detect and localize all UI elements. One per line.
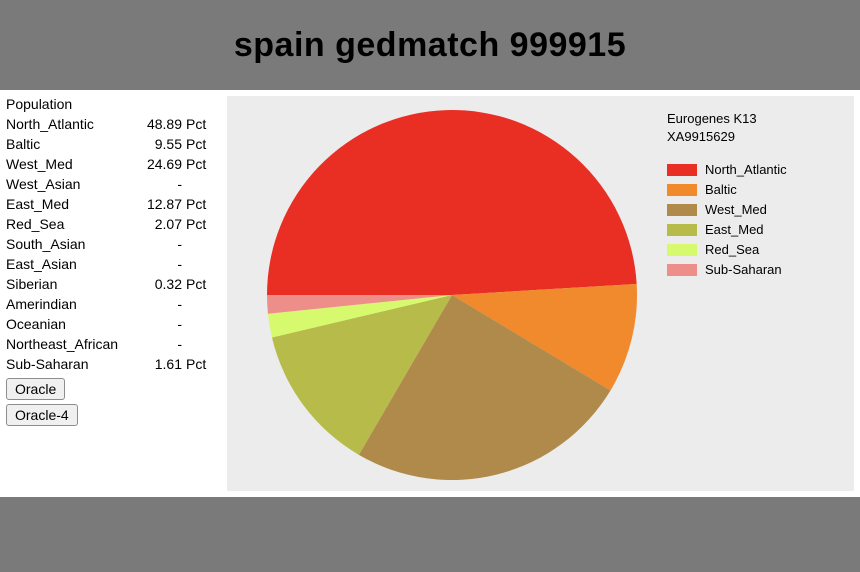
legend-swatch xyxy=(667,244,697,256)
population-name: West_Asian xyxy=(6,174,134,194)
table-row: Sub-Saharan1.61Pct xyxy=(6,354,217,374)
table-row: Oceanian- xyxy=(6,314,217,334)
legend-swatch xyxy=(667,264,697,276)
population-name: East_Asian xyxy=(6,254,134,274)
legend-label: North_Atlantic xyxy=(705,160,787,180)
table-row: North_Atlantic48.89Pct xyxy=(6,114,217,134)
population-unit xyxy=(182,294,212,314)
population-unit xyxy=(182,314,212,334)
population-name: Baltic xyxy=(6,134,134,154)
title-bar: spain gedmatch 999915 xyxy=(0,0,860,90)
population-value: - xyxy=(134,234,182,254)
population-unit: Pct xyxy=(182,274,212,294)
table-row: West_Asian- xyxy=(6,174,217,194)
legend-row: Sub-Saharan xyxy=(667,260,787,280)
population-header: Population xyxy=(6,96,217,112)
legend-swatch xyxy=(667,204,697,216)
population-name: East_Med xyxy=(6,194,134,214)
population-value: 9.55 xyxy=(134,134,182,154)
population-value: 0.32 xyxy=(134,274,182,294)
pie-chart xyxy=(267,110,637,480)
population-name: Sub-Saharan xyxy=(6,354,134,374)
table-row: East_Med12.87Pct xyxy=(6,194,217,214)
population-value: - xyxy=(134,174,182,194)
table-row: South_Asian- xyxy=(6,234,217,254)
population-name: North_Atlantic xyxy=(6,114,134,134)
legend-title-1: Eurogenes K13 xyxy=(667,110,787,128)
population-panel: Population North_Atlantic48.89PctBaltic9… xyxy=(0,90,227,497)
legend-swatch xyxy=(667,224,697,236)
legend-label: Red_Sea xyxy=(705,240,759,260)
population-name: Siberian xyxy=(6,274,134,294)
oracle-button[interactable]: Oracle xyxy=(6,378,65,400)
population-unit xyxy=(182,334,212,354)
population-name: Oceanian xyxy=(6,314,134,334)
legend-swatch xyxy=(667,184,697,196)
population-unit: Pct xyxy=(182,194,212,214)
table-row: Baltic9.55Pct xyxy=(6,134,217,154)
population-name: West_Med xyxy=(6,154,134,174)
table-row: West_Med24.69Pct xyxy=(6,154,217,174)
content-area: Population North_Atlantic48.89PctBaltic9… xyxy=(0,90,860,497)
oracle4-button[interactable]: Oracle-4 xyxy=(6,404,78,426)
pie-slice xyxy=(267,110,637,295)
population-name: Amerindian xyxy=(6,294,134,314)
population-value: 24.69 xyxy=(134,154,182,174)
population-value: - xyxy=(134,314,182,334)
population-unit: Pct xyxy=(182,134,212,154)
button-group: Oracle Oracle-4 xyxy=(6,378,217,426)
legend-row: West_Med xyxy=(667,200,787,220)
population-value: 1.61 xyxy=(134,354,182,374)
population-unit: Pct xyxy=(182,354,212,374)
legend-items: North_AtlanticBalticWest_MedEast_MedRed_… xyxy=(667,160,787,280)
population-name: South_Asian xyxy=(6,234,134,254)
table-row: Northeast_African- xyxy=(6,334,217,354)
table-row: East_Asian- xyxy=(6,254,217,274)
population-value: - xyxy=(134,334,182,354)
legend-row: East_Med xyxy=(667,220,787,240)
table-row: Siberian0.32Pct xyxy=(6,274,217,294)
table-row: Red_Sea2.07Pct xyxy=(6,214,217,234)
footer-spacer xyxy=(0,497,860,572)
population-value: - xyxy=(134,254,182,274)
legend-label: Sub-Saharan xyxy=(705,260,782,280)
chart-panel: Eurogenes K13 XA9915629 North_AtlanticBa… xyxy=(227,96,854,491)
population-name: Northeast_African xyxy=(6,334,134,354)
page-title: spain gedmatch 999915 xyxy=(234,26,626,65)
legend-label: East_Med xyxy=(705,220,764,240)
population-unit: Pct xyxy=(182,214,212,234)
legend-row: Red_Sea xyxy=(667,240,787,260)
legend-swatch xyxy=(667,164,697,176)
population-unit: Pct xyxy=(182,154,212,174)
chart-legend: Eurogenes K13 XA9915629 North_AtlanticBa… xyxy=(667,110,787,280)
population-unit xyxy=(182,234,212,254)
legend-title-2: XA9915629 xyxy=(667,128,787,146)
population-value: 48.89 xyxy=(134,114,182,134)
legend-label: West_Med xyxy=(705,200,767,220)
population-name: Red_Sea xyxy=(6,214,134,234)
legend-row: North_Atlantic xyxy=(667,160,787,180)
population-unit: Pct xyxy=(182,114,212,134)
table-row: Amerindian- xyxy=(6,294,217,314)
population-rows: North_Atlantic48.89PctBaltic9.55PctWest_… xyxy=(6,114,217,374)
population-value: 2.07 xyxy=(134,214,182,234)
legend-row: Baltic xyxy=(667,180,787,200)
legend-label: Baltic xyxy=(705,180,737,200)
population-value: - xyxy=(134,294,182,314)
population-value: 12.87 xyxy=(134,194,182,214)
population-unit xyxy=(182,174,212,194)
population-unit xyxy=(182,254,212,274)
